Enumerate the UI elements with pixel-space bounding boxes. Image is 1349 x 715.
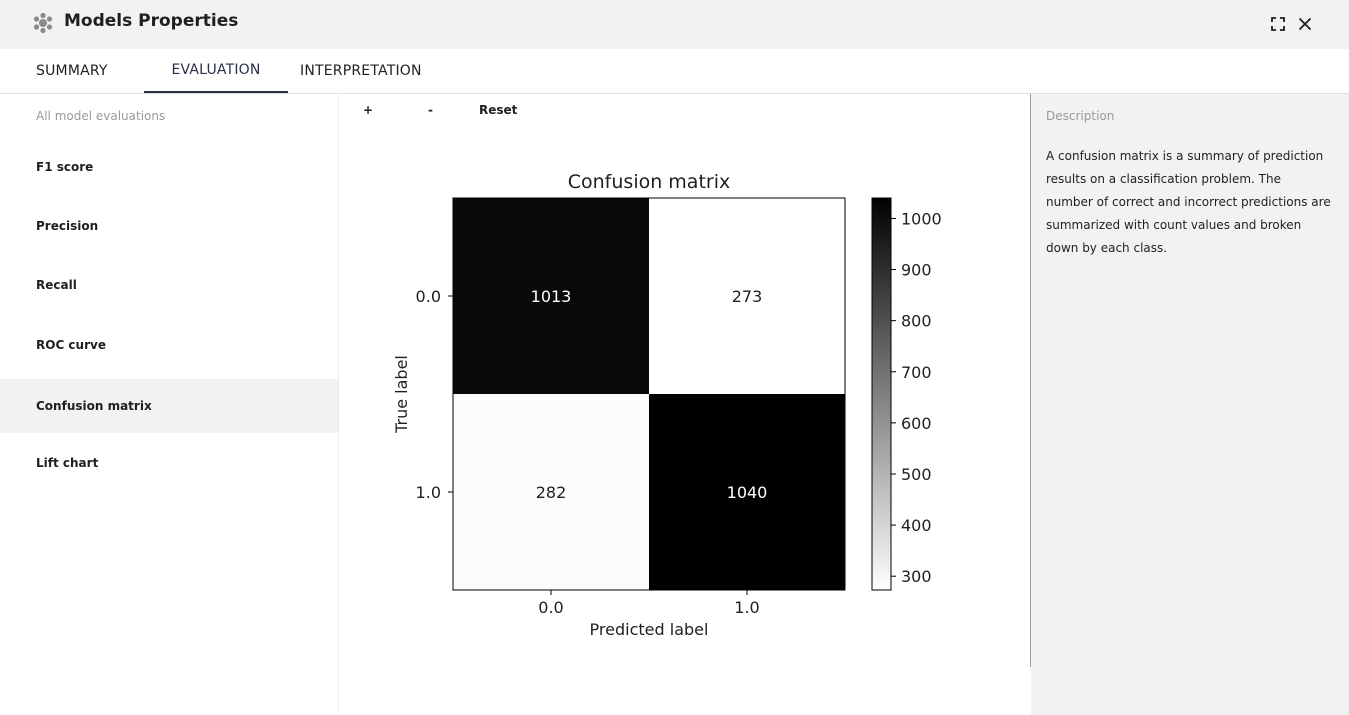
zoom-in-button[interactable]: + (363, 103, 374, 117)
colorbar-tick-label: 900 (901, 261, 932, 280)
reset-button[interactable]: Reset (479, 103, 518, 117)
matrix-cell (453, 198, 649, 394)
colorbar-tick-label: 500 (901, 465, 932, 484)
tab-interpretation[interactable]: INTERPRETATION (300, 62, 422, 79)
cell-value-label: 273 (732, 287, 763, 306)
x-tick-label: 1.0 (734, 598, 759, 617)
chart-title: Confusion matrix (568, 171, 730, 193)
zoom-out-button[interactable]: - (428, 103, 433, 117)
y-axis-label: True label (392, 355, 411, 434)
sidebar-item-recall[interactable]: Recall (36, 278, 77, 292)
maximize-icon[interactable] (1268, 14, 1288, 34)
cell-value-label: 1013 (531, 287, 572, 306)
confusion-matrix-chart: 1013 273 282 1040 Confusion matrix 0.0 1.0 0.0 1… (392, 171, 942, 639)
plot-frame (452, 197, 846, 591)
x-axis-label: Predicted label (590, 620, 709, 639)
description-text: A confusion matrix is a summary of predi… (1046, 149, 1331, 255)
colorbar-tick-label: 700 (901, 363, 932, 382)
panel-divider (1030, 94, 1031, 667)
matrix-cell (453, 394, 649, 590)
colorbar-tick-label: 300 (901, 567, 932, 586)
colorbar-tick-label: 800 (901, 312, 932, 331)
matrix-cell (649, 198, 845, 394)
description-header: Description (1046, 109, 1115, 123)
title-bar: Models Properties (0, 0, 1349, 49)
evaluations-sidebar: All model evaluations F1 score Precision… (0, 94, 339, 715)
tab-bar: SUMMARY EVALUATION INTERPRETATION (0, 49, 1349, 94)
colorbar-tick-label: 600 (901, 414, 932, 433)
evaluation-main: + - Reset 1013 273 282 1040 Confusion matrix… (339, 94, 1031, 715)
y-tick-label: 0.0 (416, 287, 441, 306)
colorbar-tick-label: 400 (901, 516, 932, 535)
sidebar-item-confusion-matrix[interactable]: Confusion matrix (0, 379, 338, 433)
cell-value-label: 1040 (727, 483, 768, 502)
y-tick-label: 1.0 (416, 483, 441, 502)
tab-summary[interactable]: SUMMARY (36, 62, 108, 79)
window-title: Models Properties (64, 11, 239, 31)
sidebar-item-precision[interactable]: Precision (36, 219, 99, 233)
sidebar-item-f1-score[interactable]: F1 score (36, 160, 94, 174)
cell-value-label: 282 (536, 483, 567, 502)
sidebar-header: All model evaluations (36, 109, 166, 123)
tab-evaluation[interactable]: EVALUATION (144, 49, 288, 93)
sidebar-item-lift-chart[interactable]: Lift chart (36, 456, 99, 470)
x-tick-label: 0.0 (538, 598, 563, 617)
colorbar-tick-label: 1000 (901, 209, 942, 228)
colorbar (871, 197, 892, 591)
close-icon[interactable] (1295, 14, 1315, 34)
brain-icon (33, 12, 53, 34)
sidebar-item-roc-curve[interactable]: ROC curve (36, 338, 106, 352)
matrix-cell (649, 394, 845, 590)
description-panel: Description A confusion matrix is a summ… (1031, 94, 1349, 715)
